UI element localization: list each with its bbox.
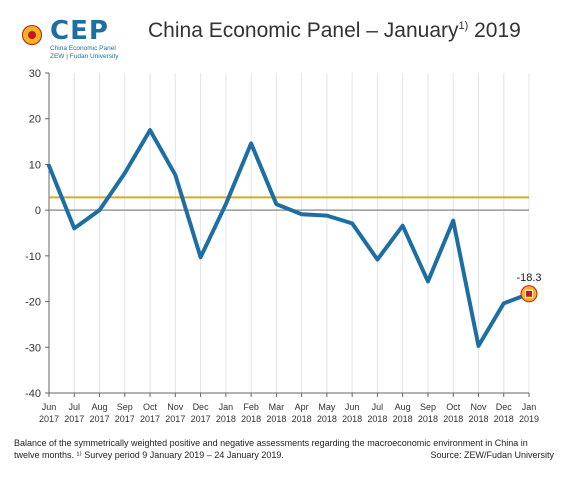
y-tick-label: -30	[25, 342, 41, 354]
x-tick-label-month: Sep	[117, 402, 133, 412]
chart-title-text: China Economic Panel – January	[148, 19, 459, 42]
x-tick-label-year: 2017	[140, 414, 160, 424]
x-tick-label-year: 2018	[241, 414, 261, 424]
data-point	[502, 301, 506, 305]
x-tick-label-year: 2018	[418, 414, 438, 424]
x-tick-label-year: 2017	[165, 414, 185, 424]
x-tick-label-month: Apr	[295, 402, 309, 412]
chart-title: China Economic Panel – January1) 2019	[148, 19, 521, 43]
x-tick-label-year: 2017	[39, 414, 59, 424]
x-tick-label-year: 2018	[393, 414, 413, 424]
x-tick-label-month: Jul	[69, 402, 81, 412]
logo-subtitle-2: ZEW | Fudan University	[50, 53, 119, 60]
data-point	[249, 141, 253, 145]
x-tick-label-year: 2017	[115, 414, 135, 424]
data-point	[47, 164, 51, 168]
x-tick-label-month: Jun	[42, 402, 57, 412]
x-tick-label-month: Dec	[496, 402, 513, 412]
data-series-line	[47, 128, 531, 348]
x-tick-label-month: Dec	[193, 402, 210, 412]
x-tick-label-year: 2018	[468, 414, 488, 424]
data-point	[476, 344, 480, 348]
y-tick-label: 0	[35, 205, 41, 217]
chart-title-year: 2019	[468, 19, 521, 42]
x-tick-label-year: 2018	[266, 414, 286, 424]
y-tick-label: 20	[29, 114, 41, 126]
data-point	[451, 219, 455, 223]
x-tick-label-month: Mar	[269, 402, 285, 412]
last-point-marker-inner	[525, 289, 533, 298]
x-tick-label-month: May	[318, 402, 336, 412]
x-tick-label-month: Sep	[420, 402, 436, 412]
x-tick-label-month: Oct	[446, 402, 461, 412]
y-tick-label: 10	[29, 159, 41, 171]
data-point	[199, 255, 203, 259]
x-tick-label-year: 2017	[191, 414, 211, 424]
y-tick-label: -10	[25, 251, 41, 263]
x-tick-label-month: Jul	[372, 402, 384, 412]
x-tick-label-year: 2018	[494, 414, 514, 424]
x-tick-label-year: 2018	[216, 414, 236, 424]
x-tick-label-month: Jun	[345, 402, 360, 412]
x-tick-label-year: 2019	[519, 414, 539, 424]
x-tick-label-month: Oct	[143, 402, 158, 412]
x-tick-label-year: 2017	[90, 414, 110, 424]
x-tick-label-month: Nov	[470, 402, 487, 412]
data-point	[224, 202, 228, 206]
x-tick-label-year: 2018	[443, 414, 463, 424]
chart-title-footnote-mark: 1)	[458, 20, 469, 32]
x-tick-label-year: 2017	[64, 414, 84, 424]
x-tick-label-month: Aug	[92, 402, 108, 412]
x-tick-label-month: Aug	[395, 402, 411, 412]
data-point	[148, 128, 152, 132]
x-tick-label-month: Jan	[219, 402, 234, 412]
x-tick-label-year: 2018	[367, 414, 387, 424]
data-point	[98, 208, 102, 212]
data-point	[375, 258, 379, 262]
footer-note: Balance of the symmetrically weighted po…	[14, 438, 528, 460]
footer-source: Source: ZEW/Fudan University	[430, 450, 554, 460]
logo-wordmark: CEP	[50, 16, 109, 46]
x-tick-label-year: 2018	[342, 414, 362, 424]
x-tick-label-year: 2018	[292, 414, 312, 424]
y-tick-label: -20	[25, 297, 41, 309]
data-point	[300, 212, 304, 216]
data-point	[325, 214, 329, 218]
data-point	[426, 279, 430, 283]
data-point	[123, 171, 127, 175]
logo-subtitle-1: China Economic Panel	[50, 45, 116, 52]
x-tick-label-month: Nov	[167, 402, 184, 412]
y-tick-label: -40	[25, 388, 41, 400]
cep-logo-icon	[22, 25, 42, 45]
data-point	[401, 224, 405, 228]
footer: Balance of the symmetrically weighted po…	[14, 437, 554, 461]
data-point	[350, 221, 354, 225]
data-point	[72, 226, 76, 230]
x-tick-label-year: 2018	[317, 414, 337, 424]
data-point	[274, 202, 278, 206]
x-tick-label-month: Feb	[243, 402, 259, 412]
x-tick-label-month: Jan	[522, 402, 537, 412]
y-tick-label: 30	[29, 68, 41, 80]
last-value-label: -18.3	[516, 272, 541, 284]
data-point	[173, 173, 177, 177]
cep-logo: CEP China Economic Panel ZEW | Fudan Uni…	[4, 12, 134, 60]
